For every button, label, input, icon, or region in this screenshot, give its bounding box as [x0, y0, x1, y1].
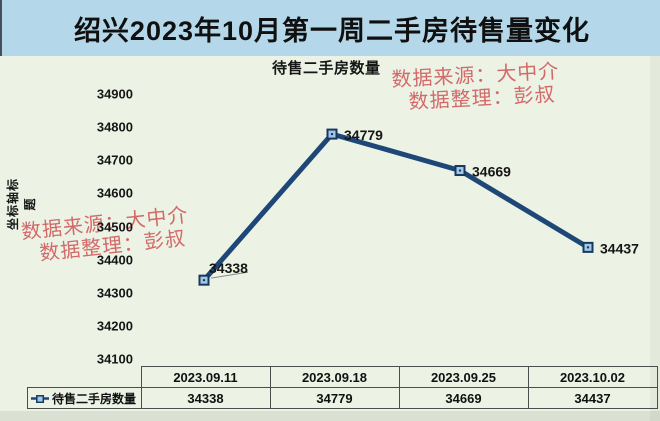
data-point-label: 34437 [600, 240, 639, 256]
y-tick-label: 34200 [96, 318, 133, 334]
data-point-label: 34779 [344, 127, 383, 143]
series-name-label: 待售二手房数量 [52, 391, 137, 406]
watermark-top-right: 数据来源：大中介 数据整理：彭叔 [391, 59, 561, 115]
table-date-header: 2023.09.11 [140, 366, 271, 388]
bottom-shadow-strip [0, 411, 660, 421]
table-value-cell: 34437 [527, 387, 658, 409]
y-tick-label: 34300 [96, 285, 133, 301]
y-tick-label: 34100 [96, 351, 133, 367]
y-tick-label: 34900 [96, 86, 133, 102]
y-tick-label: 34500 [96, 219, 133, 234]
y-tick-label: 34700 [96, 152, 133, 168]
page-title-band: 绍兴2023年10月第一周二手房待售量变化 [0, 0, 660, 56]
data-point-marker-center [458, 169, 462, 172]
data-point-label: 34669 [472, 164, 511, 180]
table-value-cell: 34779 [269, 387, 400, 409]
y-tick-label: 34800 [96, 119, 133, 135]
data-point-marker-center [586, 246, 590, 249]
table-date-header: 2023.09.18 [269, 366, 400, 388]
data-point-label: 34338 [209, 260, 248, 276]
table-value-cell: 34338 [140, 387, 271, 409]
data-table: 2023.09.11 2023.09.18 2023.09.25 2023.10.02… [27, 366, 658, 409]
series-line [202, 131, 590, 282]
table-date-header: 2023.10.02 [527, 366, 658, 388]
data-point-marker [198, 274, 210, 286]
series-row-header: 待售二手房数量 [27, 387, 142, 409]
y-axis-title: 坐标轴标题 [6, 178, 37, 231]
legend-key-icon [31, 394, 49, 403]
table-date-header: 2023.09.25 [398, 366, 529, 388]
table-value-cell: 34669 [398, 387, 529, 409]
data-label-leader-line [210, 271, 249, 279]
page-title: 绍兴2023年10月第一周二手房待售量变化 [73, 15, 591, 46]
right-shadow-strip [650, 56, 660, 421]
data-point-marker [326, 128, 338, 140]
data-point-marker-center [202, 278, 206, 282]
table-corner-cell [28, 367, 142, 388]
data-point-marker [454, 165, 466, 177]
y-tick-label: 34600 [96, 185, 133, 201]
data-point-marker-center [330, 132, 334, 136]
data-point-marker [582, 241, 594, 253]
y-tick-label: 34400 [96, 252, 133, 268]
chart-title: 待售二手房数量 [272, 60, 381, 77]
